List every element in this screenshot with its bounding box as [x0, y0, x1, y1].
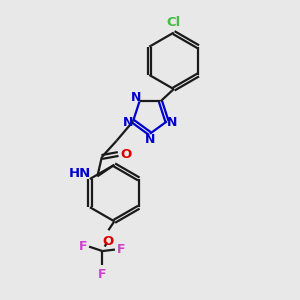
Text: Cl: Cl	[167, 16, 181, 29]
Text: O: O	[103, 235, 114, 248]
Text: F: F	[117, 243, 125, 256]
Text: N: N	[123, 116, 133, 130]
Text: F: F	[98, 268, 107, 281]
Text: N: N	[131, 91, 142, 103]
Text: N: N	[167, 116, 177, 130]
Text: O: O	[121, 148, 132, 160]
Text: HN: HN	[69, 167, 91, 180]
Text: F: F	[79, 240, 87, 253]
Text: N: N	[145, 133, 155, 146]
